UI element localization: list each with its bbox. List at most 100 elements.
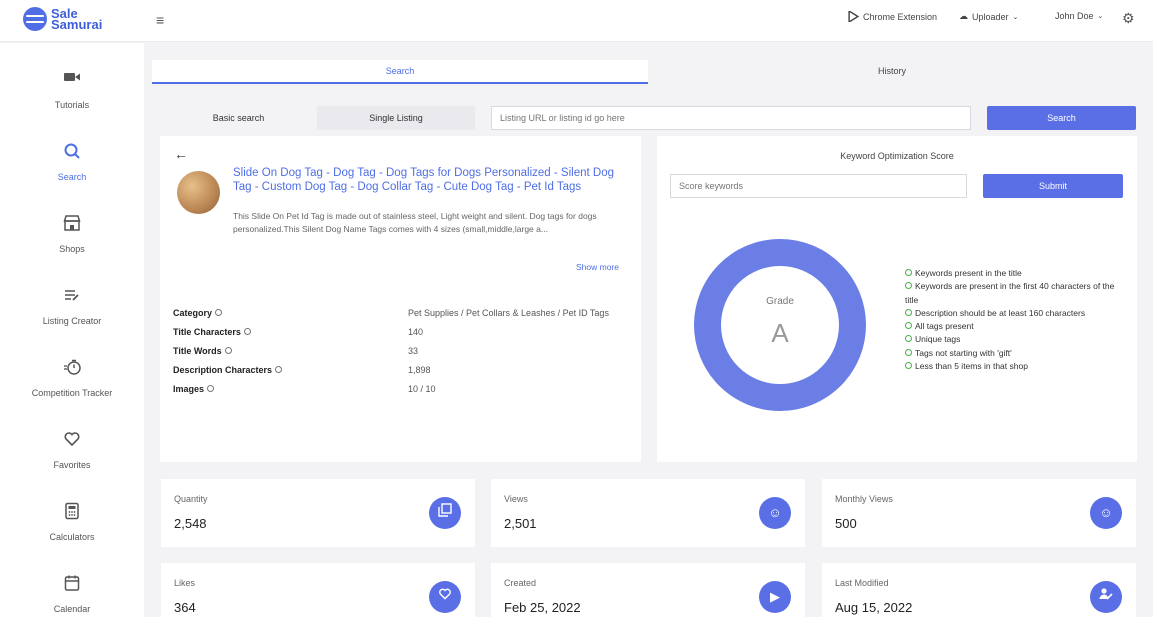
- heart-icon: [429, 581, 461, 613]
- attr-value-title-words: 33: [408, 346, 419, 356]
- shop-icon: [62, 214, 82, 234]
- check-circle-icon: [905, 308, 912, 316]
- check-circle-icon: [905, 348, 912, 356]
- listing-thumbnail: [177, 171, 220, 214]
- chrome-extension-link[interactable]: Chrome Extension: [848, 11, 937, 22]
- criteria-item: Less than 5 items in that shop: [905, 360, 1127, 373]
- stat-value: 2,501: [504, 516, 537, 531]
- attr-label-category: Category: [173, 308, 223, 318]
- stat-label: Last Modified: [835, 578, 889, 588]
- criteria-item: Description should be at least 160 chara…: [905, 307, 1127, 320]
- main-tabs: Search History: [152, 60, 1136, 84]
- chevron-down-icon: ⌄: [1012, 13, 1019, 21]
- stat-label: Created: [504, 578, 537, 588]
- stat-card-views: Views 2,501 ☺: [491, 479, 805, 547]
- stat-value: 2,548: [174, 516, 207, 531]
- attr-label-title-words: Title Words: [173, 346, 232, 356]
- chevron-down-icon: ⌄: [1097, 13, 1104, 20]
- top-bar: Sale Samurai ≡ Chrome Extension ☁ Upload…: [0, 0, 1153, 42]
- stat-label: Views: [504, 494, 528, 504]
- back-arrow-icon[interactable]: ←: [174, 146, 188, 162]
- keyword-score-title: Keyword Optimization Score: [840, 151, 954, 161]
- listing-url-input[interactable]: [491, 106, 971, 130]
- stat-value: 364: [174, 600, 196, 615]
- grade-label: Grade: [766, 296, 794, 307]
- criteria-item: All tags present: [905, 320, 1127, 333]
- stat-card-monthly-views: Monthly Views 500 ☺: [822, 479, 1136, 547]
- check-circle-icon: [905, 335, 912, 343]
- brand-name: Sale Samurai: [51, 6, 103, 32]
- listing-description: This Slide On Pet Id Tag is made out of …: [233, 211, 597, 234]
- grade-value: A: [771, 318, 789, 348]
- attr-label-images: Images: [173, 384, 215, 394]
- sidebar-item-tutorials[interactable]: Tutorials: [0, 70, 144, 110]
- info-icon[interactable]: [215, 309, 223, 316]
- uploader-dropdown[interactable]: ☁ Uploader ⌄: [959, 11, 1019, 22]
- stat-value: Aug 15, 2022: [835, 600, 913, 615]
- keyword-score-card: Keyword Optimization Score Submit Grade …: [657, 136, 1137, 462]
- sidebar-item-favorites[interactable]: Favorites: [0, 430, 144, 470]
- menu-icon[interactable]: ≡: [156, 12, 165, 28]
- sidebar-item-search[interactable]: Search: [0, 142, 144, 182]
- gallery-icon: [429, 497, 461, 529]
- criteria-item: Unique tags: [905, 333, 1127, 346]
- attr-value-title-characters: 140: [408, 327, 424, 337]
- attr-label-description-characters: Description Characters: [173, 365, 283, 375]
- score-keywords-input[interactable]: [670, 174, 967, 198]
- play-store-icon: [848, 11, 859, 22]
- stat-card-likes: Likes 364: [161, 563, 475, 617]
- sidebar-item-competition-tracker[interactable]: Competition Tracker: [0, 358, 144, 398]
- stat-label: Likes: [174, 578, 196, 588]
- logo-icon: [23, 7, 47, 31]
- listing-title[interactable]: Slide On Dog Tag - Dog Tag - Dog Tags fo…: [233, 167, 614, 193]
- cloud-upload-icon: ☁: [959, 11, 968, 21]
- heart-icon: [62, 430, 82, 450]
- criteria-item: Keywords present in the title: [905, 267, 1127, 280]
- tab-single-listing[interactable]: Single Listing: [317, 106, 475, 130]
- search-button[interactable]: Search: [987, 106, 1136, 130]
- stat-card-created: Created Feb 25, 2022 ▶: [491, 563, 805, 617]
- calculator-icon: [62, 502, 82, 522]
- check-circle-icon: [905, 282, 912, 290]
- gear-icon[interactable]: ⚙: [1122, 10, 1135, 26]
- check-circle-icon: [905, 362, 912, 370]
- attr-value-images: 10 / 10: [408, 384, 436, 394]
- check-circle-icon: [905, 322, 912, 330]
- play-icon: ▶: [759, 581, 791, 613]
- sidebar: Tutorials Search Shops Listing Creator C…: [0, 43, 144, 617]
- criteria-item: Tags not starting with 'gift': [905, 347, 1127, 360]
- smile-icon: ☺: [759, 497, 791, 529]
- tab-search[interactable]: Search: [152, 60, 648, 84]
- user-menu[interactable]: John Doe ⌄: [1055, 11, 1104, 21]
- info-icon[interactable]: [224, 347, 232, 354]
- stat-label: Quantity: [174, 494, 208, 504]
- grade-donut-chart: Grade A: [694, 239, 866, 411]
- sidebar-item-calculators[interactable]: Calculators: [0, 502, 144, 542]
- submit-button[interactable]: Submit: [983, 174, 1123, 198]
- info-icon[interactable]: [275, 366, 283, 373]
- stat-card-quantity: Quantity 2,548: [161, 479, 475, 547]
- smile-icon: ☺: [1090, 497, 1122, 529]
- calendar-icon: [62, 574, 82, 594]
- search-icon: [62, 142, 82, 162]
- stat-value: Feb 25, 2022: [504, 600, 581, 615]
- info-icon[interactable]: [207, 385, 215, 392]
- list-edit-icon: [62, 286, 82, 306]
- video-camera-icon: [62, 70, 82, 90]
- attr-label-title-characters: Title Characters: [173, 327, 251, 337]
- check-circle-icon: [905, 269, 912, 276]
- sidebar-item-shops[interactable]: Shops: [0, 214, 144, 254]
- attr-value-description-characters: 1,898: [408, 365, 431, 375]
- sidebar-item-listing-creator[interactable]: Listing Creator: [0, 286, 144, 326]
- stat-label: Monthly Views: [835, 494, 893, 504]
- show-more-link[interactable]: Show more: [576, 262, 619, 272]
- user-edit-icon: [1090, 581, 1122, 613]
- criteria-item: Keywords are present in the first 40 cha…: [905, 281, 1115, 305]
- listing-card: ← Slide On Dog Tag - Dog Tag - Dog Tags …: [160, 136, 641, 462]
- sidebar-item-calendar[interactable]: Calendar: [0, 574, 144, 614]
- brand-logo[interactable]: Sale Samurai: [23, 7, 102, 31]
- tab-basic-search[interactable]: Basic search: [212, 113, 265, 123]
- stat-card-last-modified: Last Modified Aug 15, 2022: [822, 563, 1136, 617]
- tab-history[interactable]: History: [877, 66, 906, 76]
- info-icon[interactable]: [243, 328, 251, 335]
